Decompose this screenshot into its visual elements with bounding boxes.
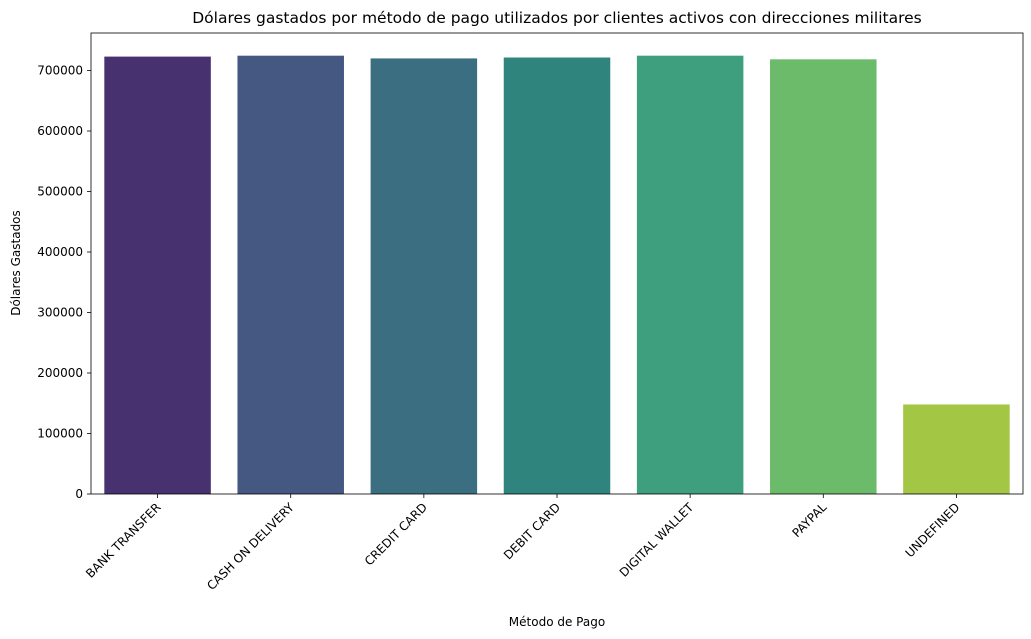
y-tick-label: 300000: [37, 306, 83, 320]
bar-cash-on-delivery: [237, 55, 344, 494]
y-tick-label: 600000: [37, 124, 83, 138]
x-tick-label: CREDIT CARD: [362, 500, 430, 568]
chart-title: Dólares gastados por método de pago util…: [192, 9, 922, 27]
bar-debit-card: [503, 57, 611, 495]
y-tick-label: 200000: [37, 366, 83, 380]
y-tick-label: 500000: [37, 185, 83, 199]
bar-digital-wallet: [636, 55, 744, 494]
bar-paypal: [770, 59, 877, 495]
x-tick-label: BANK TRANSFER: [83, 500, 164, 581]
x-axis-title: Método de Pago: [509, 615, 605, 629]
y-tick-label: 400000: [37, 245, 83, 259]
x-tick-label: CASH ON DELIVERY: [204, 500, 297, 593]
x-tick-label: DEBIT CARD: [501, 500, 563, 562]
x-tick-label: PAYPAL: [789, 500, 829, 540]
y-axis-title: Dólares Gastados: [9, 210, 23, 316]
y-tick-label: 100000: [37, 427, 83, 441]
x-axis: BANK TRANSFER CASH ON DELIVERY CREDIT CARD…: [83, 494, 963, 593]
x-tick-label: UNDEFINED: [903, 500, 963, 560]
bar-bank-transfer: [104, 56, 211, 495]
y-axis: 0 100000 200000 300000 400000 500000 600000 700…: [37, 64, 91, 501]
bar-credit-card: [370, 58, 478, 494]
bar-undefined: [903, 404, 1010, 494]
x-tick-label: DIGITAL WALLET: [617, 500, 697, 580]
bars-group: [104, 55, 1010, 495]
y-tick-label: 700000: [37, 64, 83, 78]
y-tick-label: 0: [75, 487, 83, 501]
